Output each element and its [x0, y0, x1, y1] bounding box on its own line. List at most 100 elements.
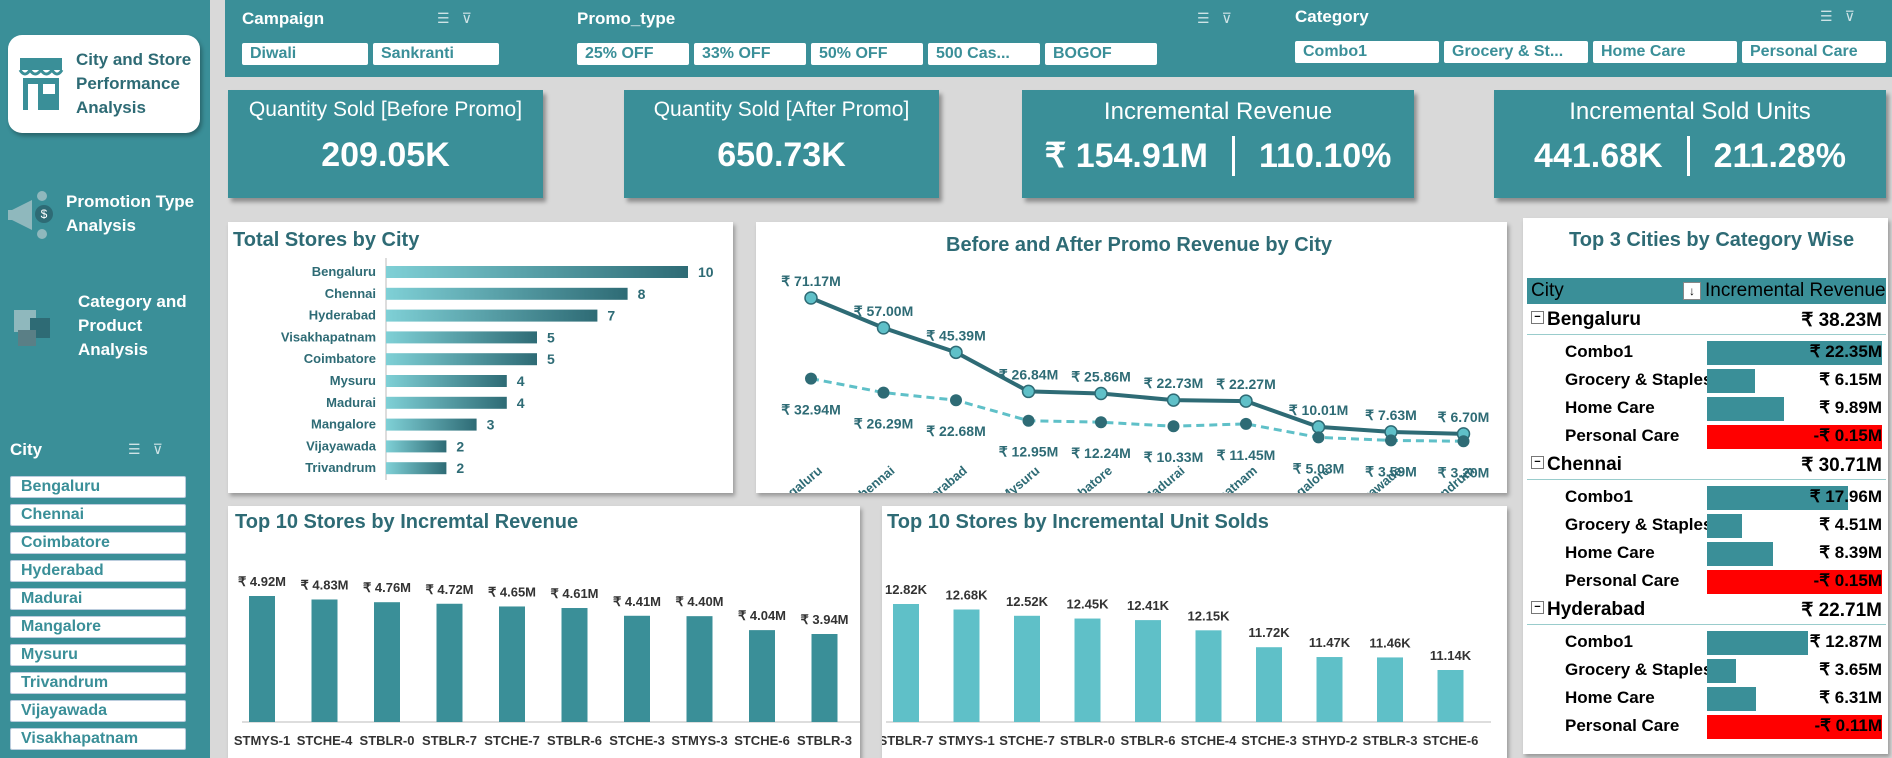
x-tick-label: STCHE-6	[734, 733, 790, 748]
campaign-slicer-title: Campaign	[242, 9, 325, 28]
bar	[436, 603, 463, 722]
nav-category-button[interactable]: Category and Product Analysis	[8, 290, 208, 362]
x-tick-label: STBLR-3	[797, 733, 852, 748]
category-option[interactable]: Home Care	[1593, 41, 1737, 63]
clear-filter-icon[interactable]: ⊽	[1844, 8, 1855, 24]
multi-select-icon[interactable]: ☰	[1197, 10, 1210, 26]
x-tick-label: STCHE-6	[1423, 733, 1479, 748]
city-option[interactable]: Madurai	[10, 588, 186, 610]
pivot-category-row: Home Care ₹ 8.39M	[1527, 539, 1886, 566]
clear-filter-icon[interactable]: ⊽	[461, 10, 472, 26]
value-label: ₹ 4.61M	[550, 586, 598, 601]
x-tick-label: STBLR-7	[882, 733, 933, 748]
bar	[1195, 630, 1222, 722]
collapse-icon[interactable]: −	[1531, 601, 1544, 614]
city-option[interactable]: Mysuru	[10, 644, 186, 666]
pivot-city-row[interactable]: − Hyderabad ₹ 22.71M	[1527, 598, 1886, 625]
kpi-incremental-units: Incremental Sold Units 441.68K 211.28%	[1494, 90, 1886, 198]
pivot-city-total: ₹ 38.23M	[1801, 310, 1882, 331]
multi-select-icon[interactable]: ☰	[437, 10, 450, 26]
category-slicer-title: Category	[1295, 7, 1369, 26]
data-bar	[1707, 542, 1773, 566]
multi-select-icon[interactable]: ☰	[128, 441, 141, 457]
city-option[interactable]: Bengaluru	[10, 476, 186, 498]
bar	[386, 353, 537, 366]
point-before	[805, 372, 817, 385]
bar	[386, 418, 477, 431]
pivot-category-value: ₹ 22.35M	[1809, 342, 1882, 361]
value-label: 4	[517, 395, 525, 411]
x-tick-label: Chennai	[848, 463, 897, 493]
pivot-category-name: Personal Care	[1565, 426, 1680, 445]
value-label: ₹ 4.41M	[613, 594, 661, 609]
promo-option[interactable]: 33% OFF	[694, 43, 806, 65]
x-tick-label: STBLR-3	[1363, 733, 1418, 748]
campaign-option[interactable]: Sankranti	[373, 43, 499, 65]
promo-option[interactable]: 50% OFF	[811, 43, 923, 65]
category-label: Coimbatore	[304, 351, 376, 366]
kpi-incremental-revenue: Incremental Revenue ₹ 154.91M 110.10%	[1022, 90, 1414, 198]
city-option[interactable]: Hyderabad	[10, 560, 186, 582]
point-after	[1166, 393, 1181, 407]
collapse-icon[interactable]: −	[1531, 311, 1544, 324]
chart-title: Top 10 Stores by Incremental Unit Solds	[887, 511, 1269, 533]
pivot-category-name: Grocery & Staples	[1565, 370, 1713, 389]
data-label: ₹ 10.01M	[1289, 402, 1349, 418]
value-label: 12.68K	[946, 588, 989, 603]
value-label: ₹ 4.72M	[425, 582, 473, 597]
city-option[interactable]: Mangalore	[10, 616, 186, 638]
kpi-value: ₹ 154.91M	[1044, 137, 1209, 175]
pivot-city-name: Bengaluru	[1547, 309, 1641, 330]
svg-text:$: $	[41, 207, 48, 221]
data-label: ₹ 32.94M	[781, 402, 841, 418]
pivot-city-row[interactable]: − Chennai ₹ 30.71M	[1527, 453, 1886, 480]
city-option[interactable]: Chennai	[10, 504, 186, 526]
bar	[499, 606, 525, 722]
nav-promotion-button[interactable]: $ Promotion Type Analysis	[8, 186, 208, 242]
bar	[386, 266, 688, 278]
pivot-category-row: Home Care ₹ 6.31M	[1527, 684, 1886, 711]
collapse-icon[interactable]: −	[1531, 456, 1544, 469]
pivot-category-row: Personal Care -₹ 0.15M	[1527, 567, 1886, 594]
category-option[interactable]: Grocery & St...	[1444, 41, 1588, 63]
bar	[749, 630, 775, 722]
pivot-city-total: ₹ 22.71M	[1801, 600, 1882, 621]
data-label: ₹ 26.29M	[854, 416, 914, 432]
nav-city-store-button[interactable]: City and Store Performance Analysis	[8, 35, 200, 133]
point-after	[1021, 384, 1036, 399]
top-cities-pivot-panel: Top 3 Cities by Category Wise City ↓ Inc…	[1523, 218, 1888, 754]
category-option[interactable]: Personal Care	[1742, 41, 1886, 63]
city-option[interactable]: Trivandrum	[10, 672, 186, 694]
bar	[624, 615, 650, 722]
multi-select-icon[interactable]: ☰	[1820, 8, 1833, 24]
value-label: 12.41K	[1127, 598, 1170, 613]
bar	[311, 599, 338, 722]
clear-filter-icon[interactable]: ⊽	[152, 441, 163, 457]
pivot-category-row: Combo1 ₹ 12.87M	[1527, 628, 1886, 655]
data-bar	[1707, 425, 1882, 449]
value-label: 5	[547, 329, 555, 345]
clear-filter-icon[interactable]: ⊽	[1221, 10, 1232, 26]
promo-option[interactable]: 25% OFF	[577, 43, 689, 65]
sort-filter-icon[interactable]: ↓	[1683, 282, 1701, 300]
category-option[interactable]: Combo1	[1295, 41, 1439, 63]
series-line-after	[810, 296, 1464, 436]
point-after	[1311, 420, 1326, 434]
chart-title: Top 10 Stores by Incremtal Revenue	[235, 511, 579, 533]
kpi-percent: 110.10%	[1259, 136, 1392, 175]
promo-option[interactable]: BOGOF	[1045, 43, 1157, 65]
data-label: ₹ 26.84M	[999, 366, 1059, 382]
campaign-option[interactable]: Diwali	[242, 43, 368, 65]
promo-option[interactable]: 500 Cas...	[928, 43, 1040, 65]
city-option[interactable]: Coimbatore	[10, 532, 186, 554]
city-option[interactable]: Vijayawada	[10, 700, 186, 722]
x-tick-label: STCHE-3	[1241, 733, 1297, 748]
pivot-category-row: Grocery & Staples ₹ 4.51M	[1527, 511, 1886, 538]
point-before	[877, 386, 890, 399]
filter-bar: Campaign ☰ ⊽ Diwali Sankranti Promo_type…	[225, 0, 1892, 77]
top-stores-units-chart: 12.82K STBLR-7 12.68K STMYS-1 12.52K STCHE-7 1…	[882, 582, 1491, 748]
bar	[386, 462, 447, 475]
data-label: ₹ 12.24M	[1071, 445, 1131, 461]
pivot-city-row[interactable]: − Bengaluru ₹ 38.23M	[1527, 308, 1886, 335]
city-option[interactable]: Visakhapatnam	[10, 728, 186, 750]
